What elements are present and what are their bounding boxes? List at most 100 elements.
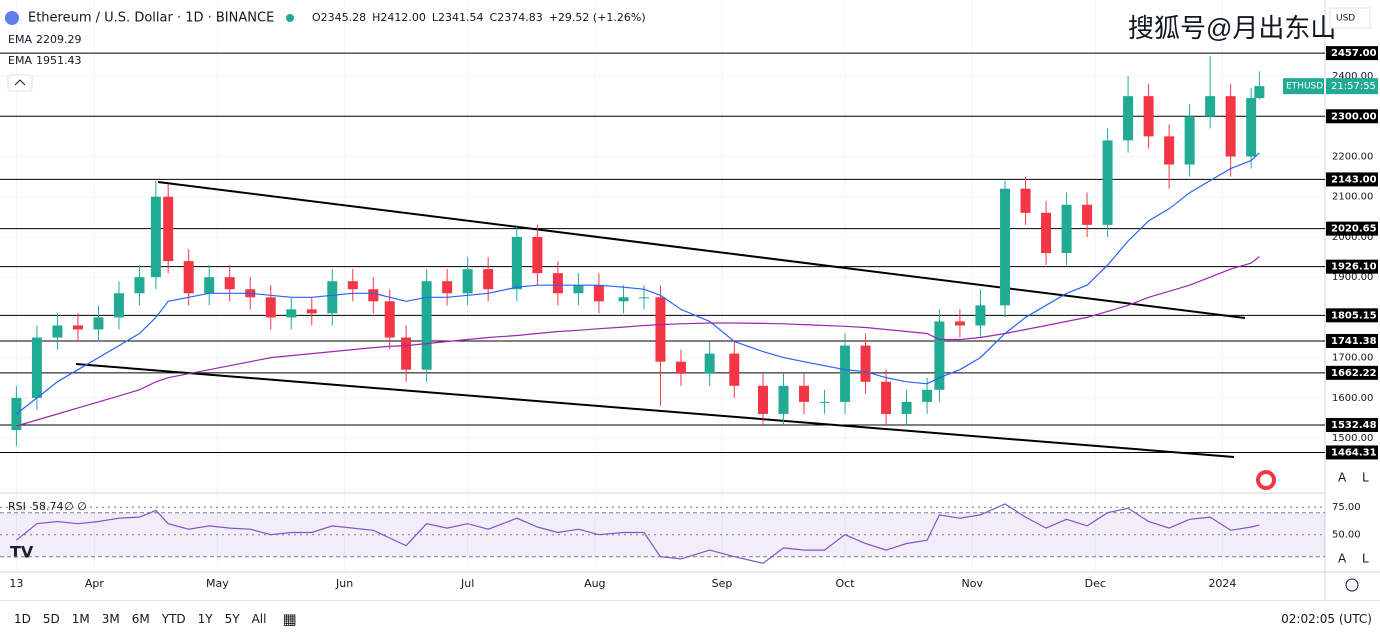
scale-button[interactable]: L (1362, 552, 1369, 566)
y-tick-label: 2000.00 (1332, 232, 1373, 243)
level-label: 1662.22 (1331, 368, 1377, 379)
candle-body (1254, 86, 1265, 99)
candle-body (639, 297, 650, 299)
y-tick-label: 2100.00 (1332, 192, 1373, 203)
rsi-line (16, 503, 1260, 564)
currency-box[interactable] (1329, 7, 1371, 29)
level-label: 1464.31 (1331, 447, 1377, 458)
clock: 02:02:05 (UTC) (1281, 611, 1372, 626)
price-tag-symbol: ETHUSD (1286, 82, 1323, 92)
candle-body (1041, 212, 1052, 254)
candle-body (1020, 188, 1031, 213)
level-label-box (1326, 333, 1378, 348)
rsi-tick-label: 75.00 (1332, 502, 1361, 513)
x-tick-label: Aug (584, 577, 605, 590)
level-label: 1532.48 (1331, 420, 1377, 431)
level-label: 1926.10 (1331, 262, 1377, 273)
candle-body (1102, 140, 1113, 225)
range-button[interactable]: 3M (101, 611, 120, 626)
rsi-legend-extra: ∅ ∅ (64, 500, 87, 513)
rsi-legend-name: RSI (8, 500, 26, 513)
candle-body (819, 401, 830, 403)
range-button[interactable]: 5D (42, 611, 60, 626)
y-tick-label: 1700.00 (1332, 353, 1373, 364)
symbol-title: Ethereum / U.S. Dollar · 1D · BINANCE (28, 11, 274, 26)
x-tick-label: Dec (1085, 577, 1106, 590)
candle-body (442, 281, 453, 294)
toolbar: 1D 5D 1M 3M 6M YTD 1Y 5Y All ▦ 02:02:05 (UTC) (0, 600, 1380, 636)
range-button[interactable]: All (251, 611, 267, 626)
candle-body (758, 385, 769, 414)
level-label: 2020.65 (1331, 224, 1377, 235)
candle-body (593, 285, 604, 302)
scale-button[interactable]: A (1338, 471, 1347, 485)
candle-body (286, 309, 297, 318)
y-tick-label: 1500.00 (1332, 433, 1373, 444)
candle-body (113, 293, 124, 318)
candle-body (704, 353, 715, 374)
ema-legend-name: EMA (8, 33, 32, 46)
candle-body (618, 297, 629, 302)
candle-body (150, 196, 161, 278)
candle-body (573, 285, 584, 294)
candle-body (401, 337, 412, 370)
range-button[interactable]: YTD (161, 611, 186, 626)
candle-body (384, 301, 395, 338)
range-button[interactable]: 1M (71, 611, 90, 626)
candle-body (901, 401, 912, 414)
level-label: 2143.00 (1331, 174, 1377, 185)
settings-icon[interactable] (1345, 578, 1359, 592)
y-tick-label: 2400.00 (1332, 71, 1373, 82)
range-button[interactable]: 5Y (224, 611, 240, 626)
ema-legend-value: 1951.43 (36, 54, 82, 67)
event-icon-inner[interactable] (1260, 474, 1272, 486)
ohlc-value: H2412.00 (372, 11, 426, 24)
market-status (286, 14, 294, 22)
price-tag-symbol-box (1283, 78, 1324, 95)
candle-body (778, 385, 789, 414)
candle-body (368, 289, 379, 302)
candle-body (840, 345, 851, 402)
ema-line (16, 152, 1260, 415)
candle-body (729, 353, 740, 386)
rsi-tick-label: 50.00 (1332, 530, 1361, 541)
range-button[interactable]: 1Y (197, 611, 213, 626)
candle-body (265, 297, 276, 318)
ohlc-value: L2341.54 (432, 11, 484, 24)
candle-body (922, 389, 933, 402)
candle-body (204, 277, 215, 294)
x-tick-label: Nov (961, 577, 983, 590)
x-tick-label: Sep (712, 577, 733, 590)
level-label-box (1326, 365, 1378, 380)
range-button[interactable]: 1D (14, 611, 31, 626)
candle-body (327, 281, 338, 314)
candle-body (1246, 98, 1257, 157)
collapse-icon[interactable] (14, 79, 26, 86)
level-label-box (1326, 172, 1378, 187)
x-tick-label: 13 (9, 577, 23, 590)
x-tick-label: Apr (85, 577, 105, 590)
y-tick-label: 2200.00 (1332, 151, 1373, 162)
date-range-icon[interactable]: ▦ (282, 609, 297, 628)
candle-body (954, 321, 965, 326)
scale-button[interactable]: L (1362, 471, 1369, 485)
candle-body (1061, 204, 1072, 254)
candle-body (52, 325, 63, 338)
range-button[interactable]: 6M (131, 611, 150, 626)
collapse-button[interactable] (7, 74, 33, 92)
candle-body (860, 345, 871, 382)
candle-body (1123, 96, 1134, 141)
candle-body (881, 381, 892, 414)
ohlc-value: +29.52 (+1.26%) (549, 11, 646, 24)
range-buttons: 1D 5D 1M 3M 6M YTD 1Y 5Y All (14, 612, 266, 626)
scale-button[interactable]: A (1338, 552, 1347, 566)
level-label: 2457.00 (1331, 48, 1377, 59)
candle-body (1082, 204, 1093, 225)
candle-body (675, 361, 686, 374)
y-tick-label: 1600.00 (1332, 393, 1373, 404)
currency[interactable]: USD (1336, 14, 1355, 24)
candle-body (511, 236, 522, 290)
level-label-box (1326, 308, 1378, 323)
candle-body (347, 281, 358, 290)
x-tick-label: Jun (335, 577, 353, 590)
